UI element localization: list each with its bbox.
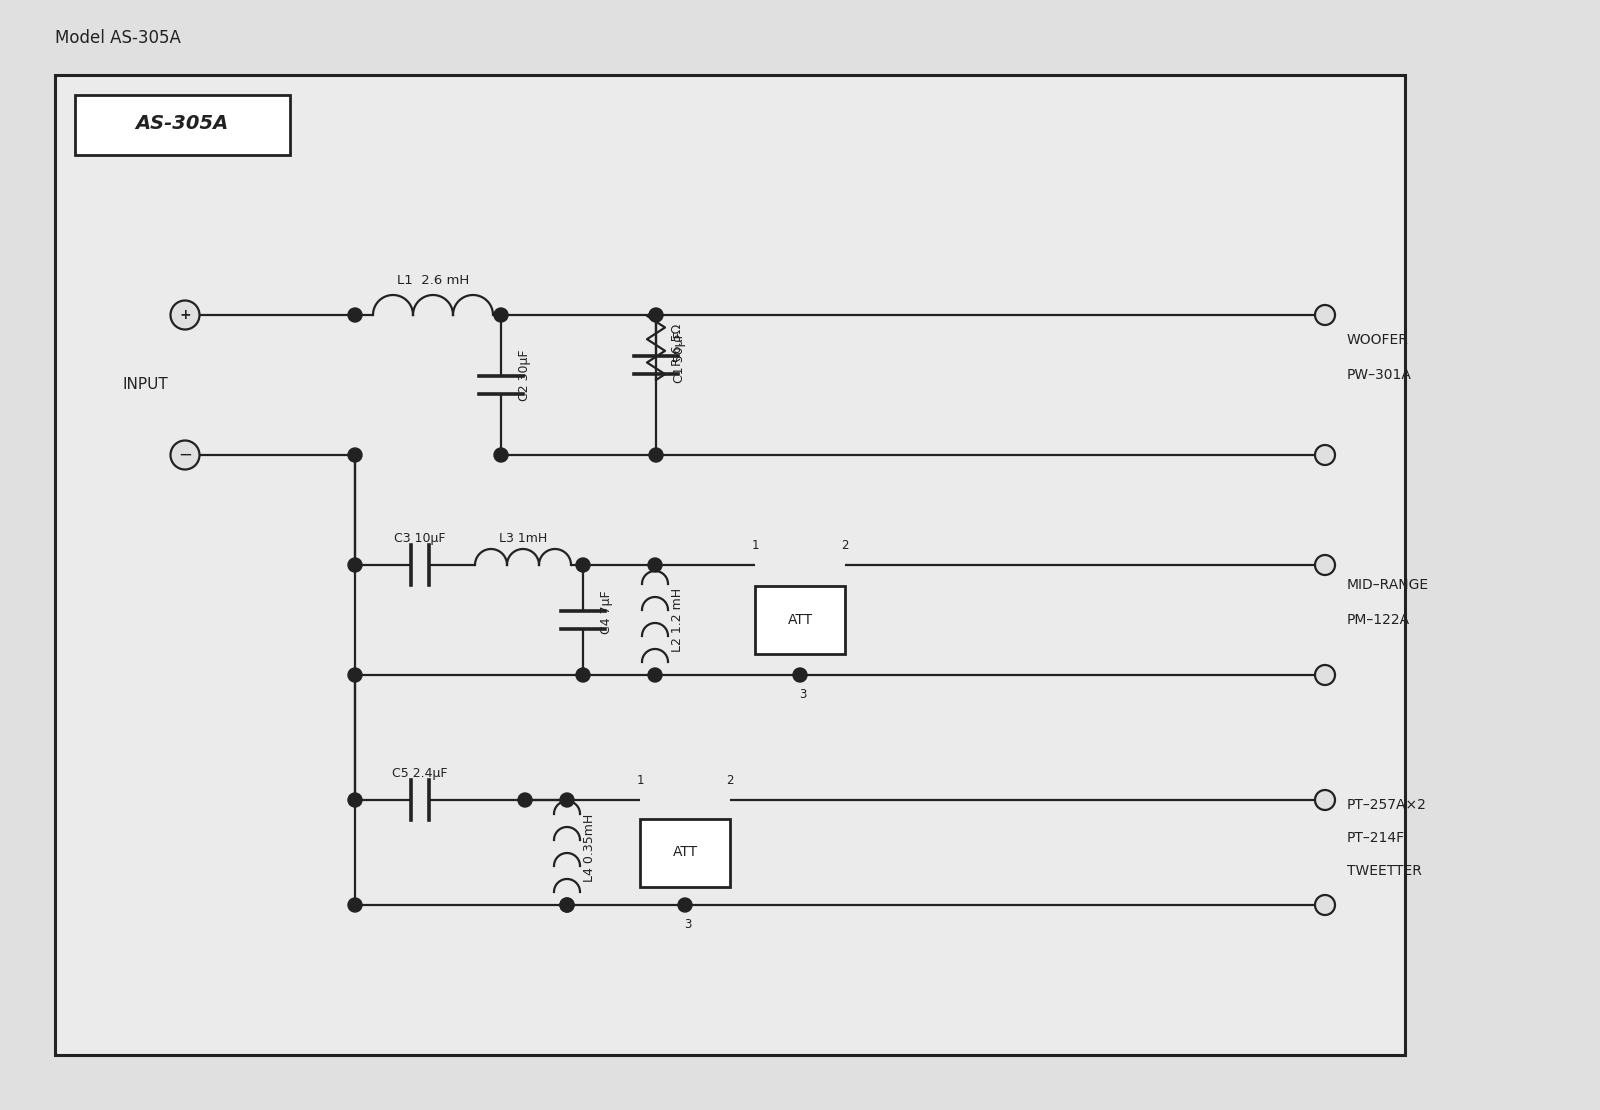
Circle shape — [349, 898, 362, 912]
Bar — [640, 818, 730, 887]
Text: PW–301A: PW–301A — [1347, 369, 1411, 382]
Circle shape — [349, 448, 362, 462]
Text: AS-305A: AS-305A — [136, 114, 229, 133]
Text: INPUT: INPUT — [122, 377, 168, 393]
Bar — [75, 95, 290, 155]
Circle shape — [678, 898, 691, 912]
Circle shape — [560, 898, 574, 912]
Text: PM–122A: PM–122A — [1347, 613, 1410, 627]
Circle shape — [494, 448, 509, 462]
Circle shape — [650, 448, 662, 462]
Circle shape — [1315, 790, 1334, 810]
Circle shape — [576, 558, 590, 572]
Text: TWEETTER: TWEETTER — [1347, 864, 1422, 878]
Circle shape — [560, 898, 574, 912]
Text: 1: 1 — [752, 539, 758, 552]
Circle shape — [518, 793, 531, 807]
Text: +: + — [179, 307, 190, 322]
Bar — [755, 586, 845, 654]
Text: PT–257A×2: PT–257A×2 — [1347, 798, 1427, 813]
Circle shape — [648, 558, 662, 572]
Text: L4 0.35mH: L4 0.35mH — [582, 814, 595, 881]
Circle shape — [1315, 305, 1334, 325]
Text: 2: 2 — [842, 539, 848, 552]
Text: C5 2.4μF: C5 2.4μF — [392, 767, 448, 780]
Text: 1: 1 — [637, 774, 643, 787]
Circle shape — [349, 307, 362, 322]
Circle shape — [560, 793, 574, 807]
Text: 3: 3 — [685, 918, 691, 931]
Circle shape — [349, 668, 362, 682]
Text: Model AS-305A: Model AS-305A — [54, 29, 181, 47]
Text: C3 10μF: C3 10μF — [394, 532, 446, 545]
Circle shape — [1315, 895, 1334, 915]
Text: WOOFER: WOOFER — [1347, 333, 1410, 347]
Text: ATT: ATT — [672, 846, 698, 859]
Text: MID–RANGE: MID–RANGE — [1347, 578, 1429, 592]
Text: 3: 3 — [800, 688, 806, 702]
Text: R 6.5Ω: R 6.5Ω — [670, 324, 685, 366]
Text: C2 30μF: C2 30μF — [518, 350, 531, 401]
Text: L1  2.6 mH: L1 2.6 mH — [397, 274, 469, 287]
Text: C1 50μF: C1 50μF — [674, 331, 686, 383]
Circle shape — [650, 307, 662, 322]
Text: L3 1mH: L3 1mH — [499, 532, 547, 545]
Text: L2 1.2 mH: L2 1.2 mH — [670, 588, 685, 652]
Circle shape — [349, 558, 362, 572]
Circle shape — [494, 307, 509, 322]
Text: −: − — [178, 446, 192, 464]
Circle shape — [349, 793, 362, 807]
Circle shape — [576, 668, 590, 682]
Circle shape — [648, 668, 662, 682]
Text: PT–214F: PT–214F — [1347, 831, 1405, 845]
Circle shape — [1315, 445, 1334, 465]
Bar — [54, 75, 1405, 1054]
Text: C4 7μF: C4 7μF — [600, 591, 613, 634]
Text: 2: 2 — [726, 774, 734, 787]
Circle shape — [171, 441, 200, 470]
Circle shape — [1315, 555, 1334, 575]
Text: ATT: ATT — [787, 613, 813, 627]
Circle shape — [171, 301, 200, 330]
Circle shape — [794, 668, 806, 682]
Circle shape — [1315, 665, 1334, 685]
